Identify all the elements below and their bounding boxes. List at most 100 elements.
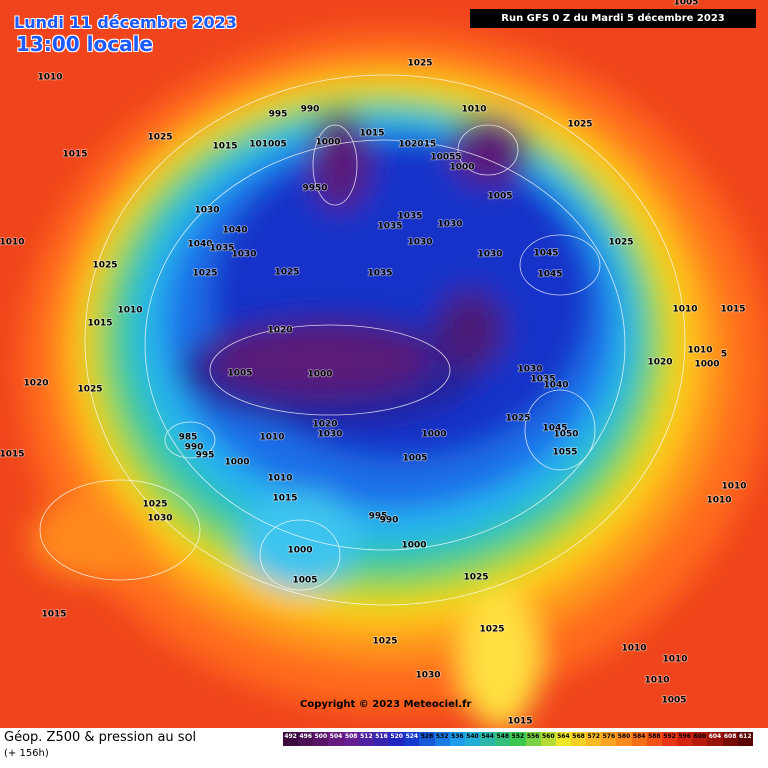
isobar-label: 1020 xyxy=(398,140,423,150)
isobar-label: 1025 xyxy=(77,385,102,395)
isobar-label: 1040 xyxy=(222,226,247,236)
isobar-label: 5 xyxy=(721,350,727,360)
isobar-label: 1025 xyxy=(479,625,504,635)
colorbar-label: 592 xyxy=(661,732,678,746)
isobar-label: 1020 xyxy=(267,326,292,336)
isobar-label: 1005 xyxy=(673,0,698,8)
isobar-label: 1020 xyxy=(312,420,337,430)
isobar-label: 1040 xyxy=(187,240,212,250)
isobar-label: 995 xyxy=(369,512,388,522)
date-title: Lundi 11 décembre 2023 xyxy=(14,13,237,32)
colorbar-label: 496 xyxy=(298,732,314,746)
colorbar-label: 536 xyxy=(449,732,465,746)
isobar-label: 1015 xyxy=(62,150,87,160)
copyright: Copyright © 2023 Meteociel.fr xyxy=(300,699,472,710)
isobar-label: 995 xyxy=(269,110,288,120)
isobar-label: 1010 xyxy=(644,676,669,686)
colorbar-label: 568 xyxy=(570,732,587,746)
colorbar-label: 584 xyxy=(631,732,647,746)
isobar-label: 1025 xyxy=(567,120,592,130)
isobar-label: 1005 xyxy=(292,576,317,586)
time-title: 13:00 locale xyxy=(16,32,153,56)
colorbar-label: 500 xyxy=(313,732,329,746)
isobar-label: 1030 xyxy=(194,206,219,216)
isobar-label: 1030 xyxy=(231,250,256,260)
isobar-label: 1020 xyxy=(647,358,672,368)
isobar-label: 1010 xyxy=(687,346,712,356)
isobar-label: 1025 xyxy=(505,414,530,424)
isobar-label: 1010 xyxy=(259,433,284,443)
legend-title: Géop. Z500 & pression au sol xyxy=(4,730,197,745)
colorbar-label: 524 xyxy=(404,732,420,746)
colorbar-label: 528 xyxy=(419,732,435,746)
isobar-label: 1025 xyxy=(463,573,488,583)
isobar-label: 1000 xyxy=(315,138,340,148)
isobar-label: 1010 xyxy=(461,105,486,115)
isobar-label: 1000 xyxy=(449,163,474,173)
isobar-label: 9950 xyxy=(302,184,327,194)
isobar-label: 1030 xyxy=(147,514,172,524)
legend-strip: Géop. Z500 & pression au sol (+ 156h) 49… xyxy=(0,728,768,768)
colorbar-label: 560 xyxy=(540,732,556,746)
isobar-label: 1005 xyxy=(227,369,252,379)
isobar-label: 1035 xyxy=(397,212,422,222)
isobar-label: 1050 xyxy=(553,430,578,440)
isobar-label: 1000 xyxy=(694,360,719,370)
isobar-label: 1015 xyxy=(359,129,384,139)
colorbar-label: 540 xyxy=(464,732,481,746)
isobar-label: 1025 xyxy=(142,500,167,510)
colorbar-label: 508 xyxy=(343,732,359,746)
isobar-label: 995 xyxy=(196,451,215,461)
colorbar-label: 564 xyxy=(555,732,571,746)
isobar-label: 1025 xyxy=(608,238,633,248)
isobar-label: 1010 xyxy=(621,644,646,654)
isobar-label: 1015 xyxy=(507,717,532,727)
run-info: Run GFS 0 Z du Mardi 5 décembre 2023 xyxy=(470,9,756,28)
isobar-label: 1035 xyxy=(377,222,402,232)
isobar-label: 1020 xyxy=(23,379,48,389)
isobar-label: 1015 xyxy=(272,494,297,504)
legend-subtitle: (+ 156h) xyxy=(4,748,49,759)
isobar-label: 1005 xyxy=(661,696,686,706)
isobar-label: 1000 xyxy=(224,458,249,468)
isobar-label: 1010 xyxy=(662,655,687,665)
isobar-label: 1005 xyxy=(402,454,427,464)
isobar-label: 101005 xyxy=(249,140,287,150)
isobar-label: 1000 xyxy=(401,541,426,551)
isobar-label: 990 xyxy=(380,516,399,526)
colorbar-label: 612 xyxy=(737,732,753,746)
isobar-label: 1000 xyxy=(287,546,312,556)
isobar-label: 1025 xyxy=(372,637,397,647)
isobar-label: 1045 xyxy=(542,424,567,434)
isobar-label: 1025 xyxy=(92,261,117,271)
colorbar-label: 556 xyxy=(525,732,541,746)
isobar-label: 1005 xyxy=(487,192,512,202)
isobar-label: 1030 xyxy=(517,365,542,375)
isobar-label: 1040 xyxy=(543,381,568,391)
colorbar-label: 608 xyxy=(722,732,738,746)
isobar-label: 990 xyxy=(185,443,204,453)
colorbar-label: 516 xyxy=(373,732,390,746)
isobar-label: 1030 xyxy=(407,238,432,248)
colorbar-label: 548 xyxy=(495,732,511,746)
isobar-label: 15 xyxy=(424,140,437,150)
isobar-label: 1010 xyxy=(672,305,697,315)
isobar-label: 1010 xyxy=(37,73,62,83)
colorbar-label: 596 xyxy=(677,732,693,746)
colorbar-label: 532 xyxy=(434,732,450,746)
isobar-label: 1010 xyxy=(267,474,292,484)
isobar-label: 1000 xyxy=(421,430,446,440)
colorbar-label: 504 xyxy=(328,732,344,746)
isobar-label: 1015 xyxy=(87,319,112,329)
isobar-label: 1055 xyxy=(552,448,577,458)
isobar-label: 1015 xyxy=(720,305,745,315)
isobar-label: 1030 xyxy=(477,250,502,260)
colorbar-label: 544 xyxy=(480,732,496,746)
isobar-label: 1015 xyxy=(0,450,25,460)
isobar-label: 1010 xyxy=(117,306,142,316)
isobar-label: 10055 xyxy=(430,153,461,163)
colorbar-label: 600 xyxy=(692,732,708,746)
colorbar-label: 588 xyxy=(646,732,662,746)
